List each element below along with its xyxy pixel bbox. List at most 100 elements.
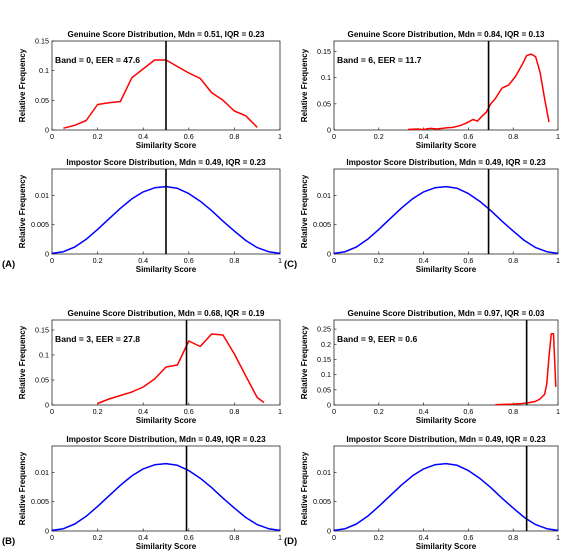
x-tick-label: 0.4 [419,533,429,542]
y-tick-label: 0.2 [321,340,331,349]
x-tick-label: 0.2 [374,407,384,416]
x-tick-label: 0 [332,132,336,141]
y-tick-label: 0.15 [317,355,331,364]
x-tick-label: 0.2 [93,132,103,141]
x-tick-label: 1 [556,256,560,265]
y-tick-label: 0.15 [317,47,331,56]
y-tick-label: 0 [45,250,49,259]
chart-A-genuine: Genuine Score Distribution, Mdn = 0.51, … [18,30,282,150]
x-axis-label: Similarity Score [136,265,197,274]
y-tick-label: 0 [45,401,49,410]
x-tick-label: 0.4 [138,407,148,416]
x-tick-label: 0.6 [184,533,194,542]
x-tick-label: 0.6 [184,256,194,265]
series-line [407,53,550,131]
y-tick-label: 0.005 [313,497,331,506]
x-tick-label: 0 [50,256,54,265]
y-tick-label: 0.1 [321,73,331,82]
panel-label: (B) [2,536,15,547]
x-tick-label: 1 [556,533,560,542]
x-tick-label: 0.2 [374,533,384,542]
band-eer-annotation: Band = 3, EER = 27.8 [55,334,140,344]
x-axis-label: Similarity Score [416,542,477,551]
x-tick-label: 1 [278,407,282,416]
x-axis-label: Similarity Score [136,141,197,150]
plot-frame [333,445,559,532]
series-line [63,59,258,129]
chart-C-impostor: Impostor Score Distribution, Mdn = 0.49,… [284,158,560,274]
x-tick-label: 0 [332,256,336,265]
chart-B-impostor: Impostor Score Distribution, Mdn = 0.49,… [2,435,282,551]
x-tick-label: 0.2 [93,256,103,265]
y-tick-label: 0 [327,250,331,259]
x-tick-label: 0.8 [508,407,518,416]
x-tick-label: 0.8 [508,256,518,265]
panel-label: (D) [284,536,297,547]
x-tick-label: 0.2 [374,256,384,265]
chart-title: Genuine Score Distribution, Mdn = 0.51, … [67,30,264,39]
chart-B-genuine: Genuine Score Distribution, Mdn = 0.68, … [18,309,282,425]
x-tick-label: 0.2 [93,533,103,542]
y-tick-label: 0.005 [31,497,49,506]
x-tick-label: 0.8 [229,132,239,141]
panel-label: (C) [284,259,297,270]
x-tick-label: 0.6 [463,533,473,542]
y-tick-label: 0.01 [317,191,331,200]
chart-title: Genuine Score Distribution, Mdn = 0.97, … [347,309,544,318]
y-tick-label: 0.1 [39,351,49,360]
x-axis-label: Similarity Score [416,141,477,150]
y-tick-label: 0.05 [35,376,49,385]
y-axis-label: Relative Frequency [300,48,309,122]
y-tick-label: 0.05 [317,385,331,394]
plot-frame [333,168,559,255]
x-tick-label: 0 [332,407,336,416]
x-tick-label: 1 [278,132,282,141]
band-eer-annotation: Band = 6, EER = 11.7 [337,55,422,65]
chart-title: Impostor Score Distribution, Mdn = 0.49,… [346,158,546,167]
x-tick-label: 0.4 [419,132,429,141]
y-axis-label: Relative Frequency [300,325,309,399]
band-eer-annotation: Band = 0, EER = 47.6 [55,55,140,65]
x-tick-label: 0.6 [463,132,473,141]
plot-frame [51,445,281,532]
y-tick-label: 0.15 [35,37,49,46]
plot-frame [51,319,281,406]
x-tick-label: 1 [278,533,282,542]
plot-frame [333,40,559,131]
x-tick-label: 0.4 [419,407,429,416]
chart-D-impostor: Impostor Score Distribution, Mdn = 0.49,… [284,435,560,551]
y-tick-label: 0.05 [35,96,49,105]
series-line [97,333,265,405]
chart-A-impostor: Impostor Score Distribution, Mdn = 0.49,… [2,158,282,274]
band-eer-annotation: Band = 9, EER = 0.6 [337,334,417,344]
chart-title: Genuine Score Distribution, Mdn = 0.84, … [347,30,544,39]
x-tick-label: 0.8 [508,533,518,542]
y-tick-label: 0.15 [35,326,49,335]
x-tick-label: 0.8 [508,132,518,141]
x-tick-label: 1 [278,256,282,265]
x-tick-label: 0.6 [184,407,194,416]
x-tick-label: 0.6 [463,256,473,265]
y-axis-label: Relative Frequency [18,325,27,399]
x-tick-label: 0.4 [138,256,148,265]
series-line [495,332,557,406]
x-tick-label: 0.8 [229,533,239,542]
y-tick-label: 0 [327,126,331,135]
y-tick-label: 0 [45,527,49,536]
y-tick-label: 0.05 [317,99,331,108]
chart-D-genuine: Genuine Score Distribution, Mdn = 0.97, … [300,309,560,425]
chart-title: Genuine Score Distribution, Mdn = 0.68, … [67,309,264,318]
x-tick-label: 0.2 [374,132,384,141]
x-tick-label: 0.6 [184,132,194,141]
chart-C-genuine: Genuine Score Distribution, Mdn = 0.84, … [300,30,560,150]
y-axis-label: Relative Frequency [18,48,27,122]
x-tick-label: 1 [556,407,560,416]
y-axis-label: Relative Frequency [18,174,27,248]
x-axis-label: Similarity Score [416,416,477,425]
y-tick-label: 0 [45,126,49,135]
y-tick-label: 0.01 [317,468,331,477]
x-tick-label: 1 [556,132,560,141]
x-tick-label: 0.8 [229,407,239,416]
chart-title: Impostor Score Distribution, Mdn = 0.49,… [346,435,546,444]
y-tick-label: 0.005 [313,220,331,229]
